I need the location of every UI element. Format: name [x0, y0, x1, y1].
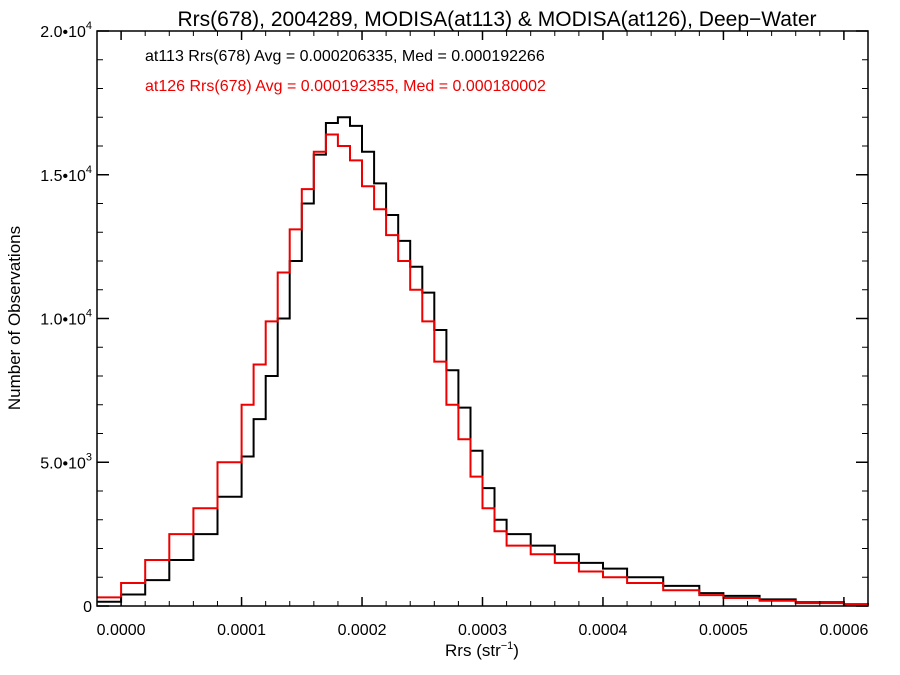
- x-tick-label: 0.0000: [97, 622, 146, 639]
- y-axis: 0 5.0•103 1.0•104 1.5•104 2.0•104: [40, 20, 868, 616]
- y-tick-label: 2.0•104: [40, 20, 92, 41]
- plot-lines: [97, 116, 869, 606]
- x-axis: 0.0000 0.0001 0.0002 0.0003 0.0004 0.0005 0.00…: [96, 31, 869, 639]
- series-annotation-at126: at126 Rrs(678) Avg = 0.000192355, Med = …: [145, 78, 546, 95]
- y-tick-label: 5.0•103: [40, 451, 92, 472]
- x-axis-label: Rrs (str−1): [445, 640, 519, 660]
- x-tick-label: 0.0006: [819, 622, 868, 639]
- x-tick-label: 0.0003: [458, 622, 507, 639]
- chart-title: Rrs(678), 2004289, MODISA(at113) & MODIS…: [177, 8, 816, 31]
- y-axis-label: Number of Observations: [5, 226, 24, 410]
- x-tick-label: 0.0005: [699, 622, 748, 639]
- series-line-at126: [97, 133, 869, 606]
- y-tick-label: 1.5•104: [40, 164, 92, 185]
- series-line-at113: [97, 116, 869, 606]
- x-tick-label: 0.0004: [579, 622, 628, 639]
- y-tick-label: 1.0•104: [40, 308, 92, 329]
- series-annotation-at113: at113 Rrs(678) Avg = 0.000206335, Med = …: [145, 48, 545, 65]
- y-tick-label: 0: [83, 599, 92, 616]
- x-tick-label: 0.0001: [217, 622, 266, 639]
- x-tick-label: 0.0002: [338, 622, 387, 639]
- plot-frame: [96, 30, 869, 607]
